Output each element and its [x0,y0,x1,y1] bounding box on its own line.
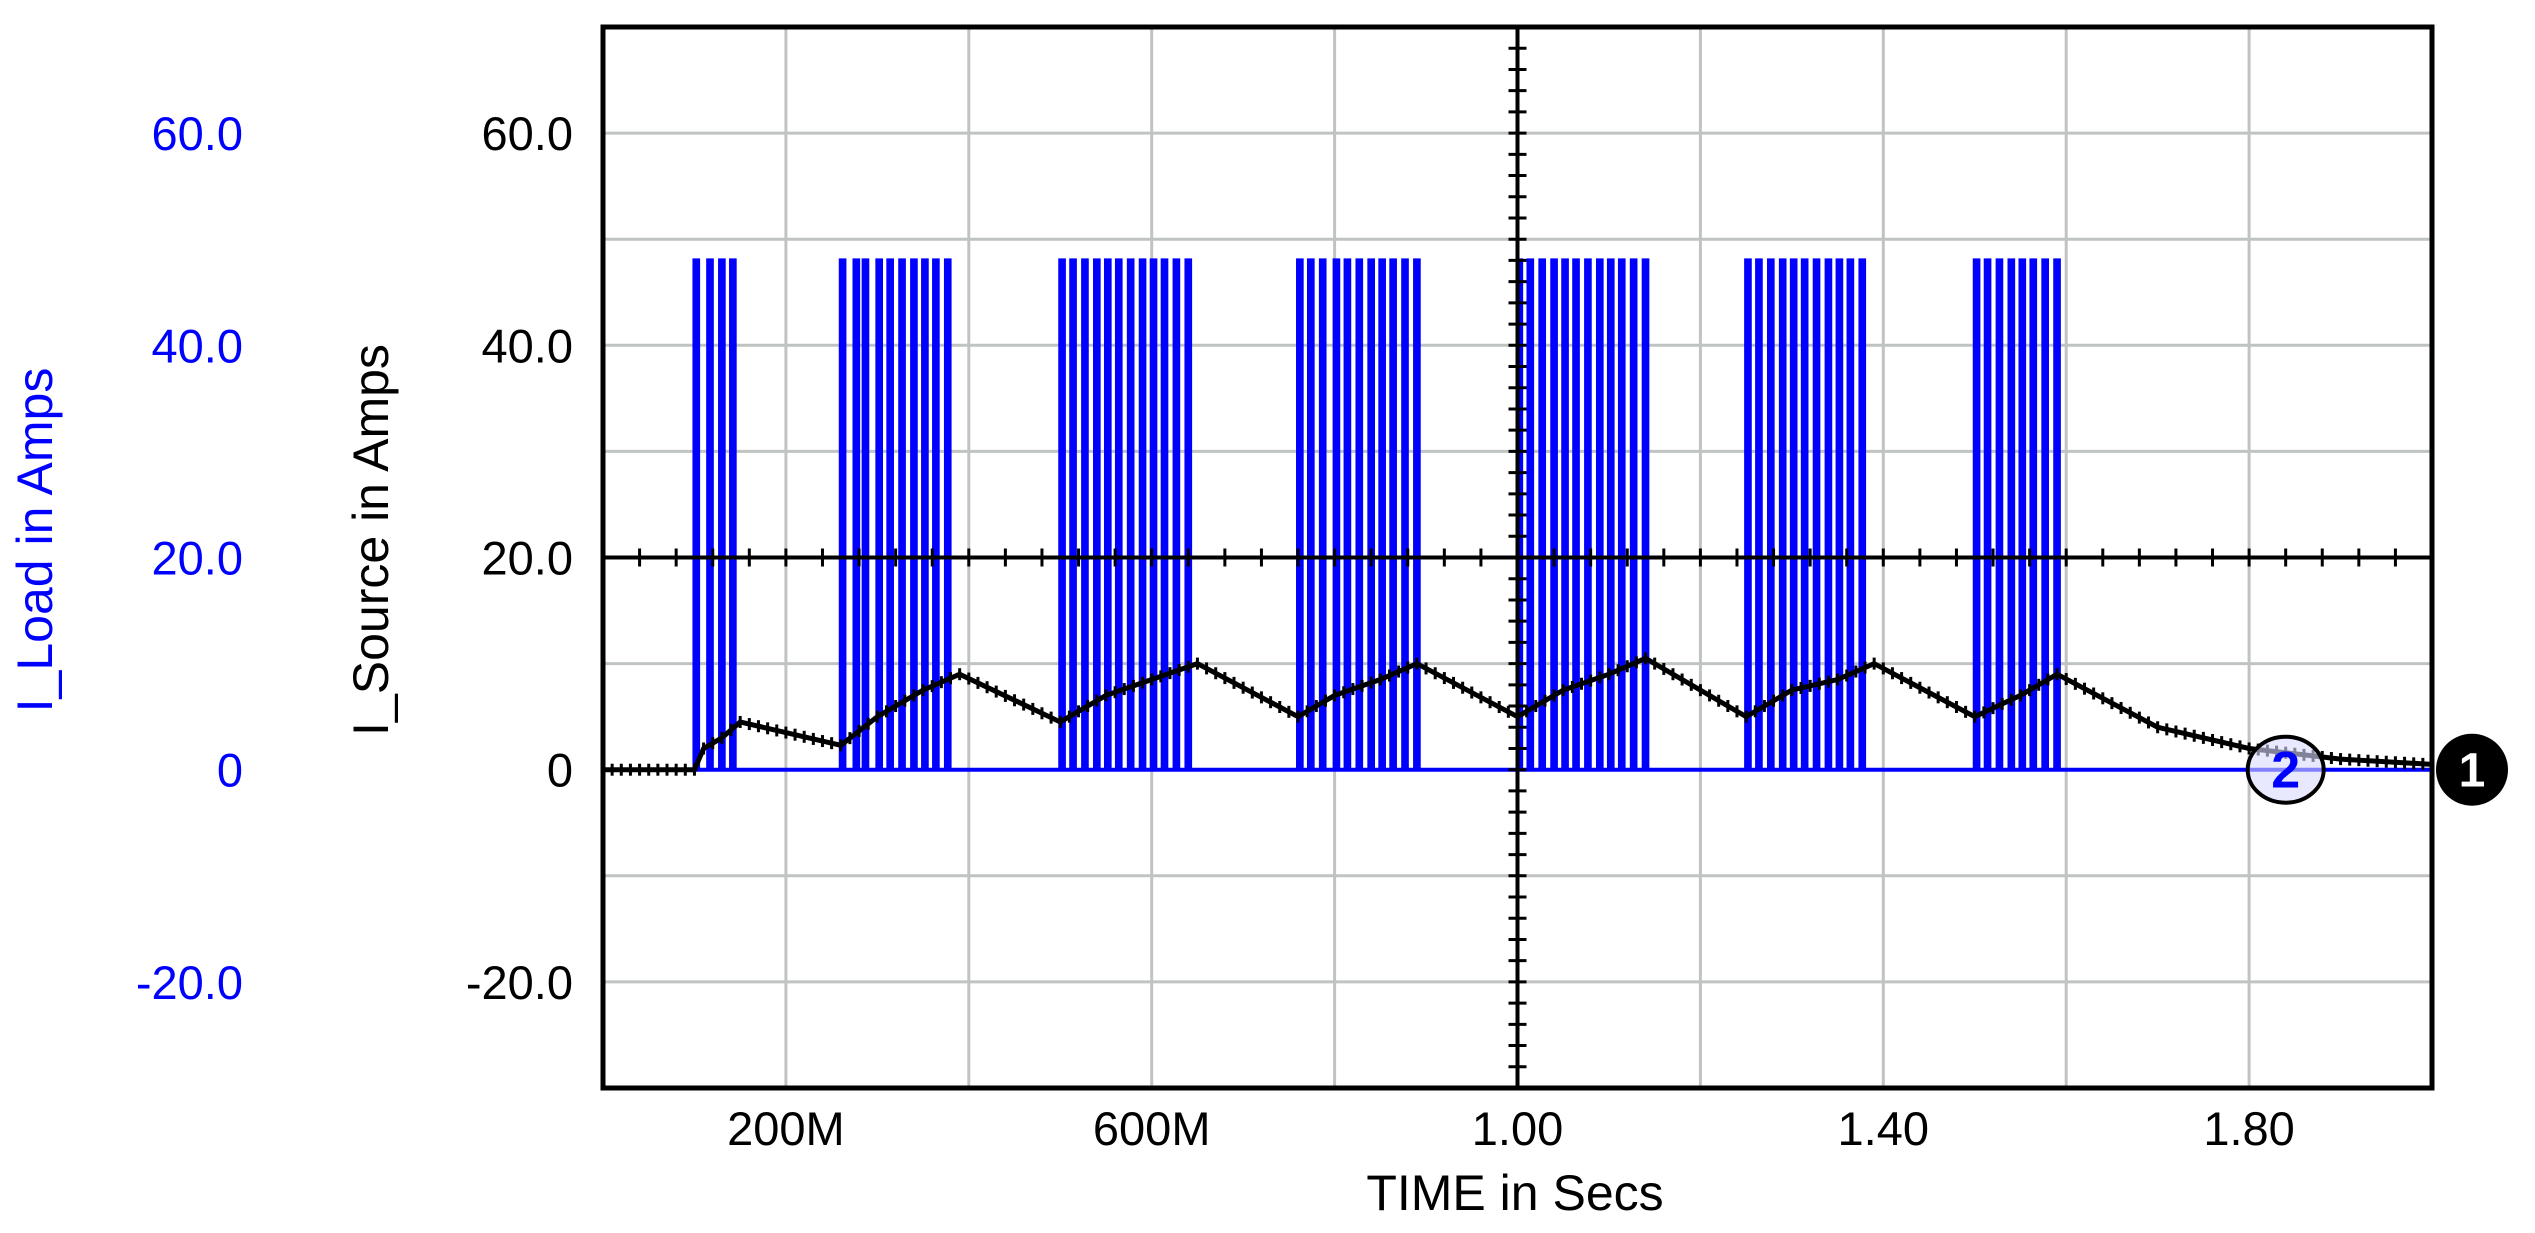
trace-marker-2-label: 2 [2271,742,2300,800]
trace-marker-1-label: 1 [2459,745,2486,798]
x-tick-label: 1.00 [1472,1102,1563,1155]
y-tick-label-load: 0 [217,744,243,797]
y-axis-title-source: I_Source in Amps [343,344,399,736]
y-tick-label-source: 60.0 [482,107,573,160]
y-tick-label-source: 0 [547,744,573,797]
y-axis-title-load: I_Load in Amps [7,368,63,713]
series-i-load-line [603,258,2432,772]
x-tick-label: 1.80 [2203,1102,2294,1155]
y-tick-label-source: 20.0 [482,532,573,585]
labels-layer: 200M 600M 1.00 1.40 1.80 60.0 40.0 20.0 0 -20.0 60… [136,107,2508,1155]
x-tick-label: 200M [727,1102,845,1155]
y-tick-label-load: 60.0 [152,107,243,160]
axes-layer [600,24,2435,1091]
y-tick-label-load: -20.0 [136,956,243,1009]
trace-marker-1 [2436,733,2508,806]
y-tick-label-load: 40.0 [152,319,243,372]
x-axis-title: TIME in Secs [1366,1165,1663,1221]
x-tick-label: 600M [1093,1102,1211,1155]
y-tick-label-source: -20.0 [466,956,573,1009]
y-tick-label-load: 20.0 [152,532,243,585]
trace-marker-2 [2245,734,2326,805]
y-tick-label-source: 40.0 [482,319,573,372]
x-tick-label: 1.40 [1838,1102,1929,1155]
